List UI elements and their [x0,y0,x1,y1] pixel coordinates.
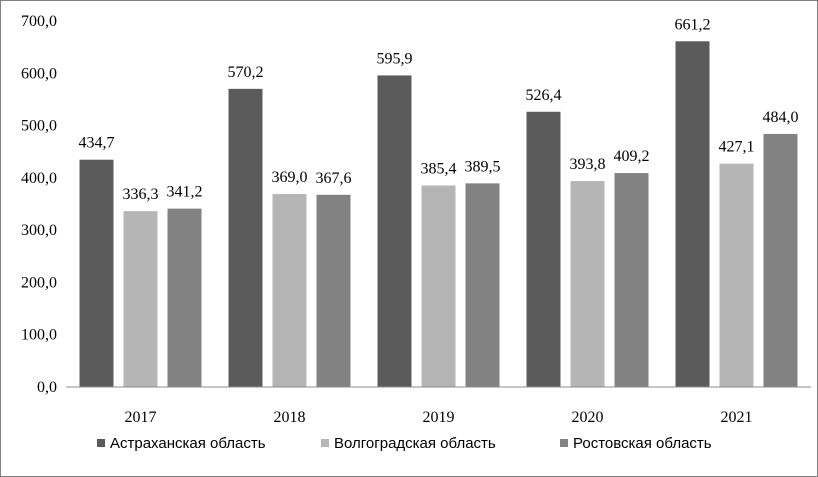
data-label: 595,9 [377,50,413,67]
x-tick-label: 2021 [721,409,753,426]
bar [123,211,158,387]
data-label: 427,1 [719,139,755,156]
data-label: 434,7 [79,135,115,152]
data-label: 389,5 [465,158,501,175]
x-tick-label: 2018 [274,409,306,426]
legend-label: Ростовская область [573,435,712,452]
bar [79,159,114,387]
bar [719,163,754,387]
data-label: 367,6 [316,170,352,187]
data-label: 393,8 [570,156,606,173]
bar [526,111,561,387]
data-label: 570,2 [228,64,264,81]
bar [570,181,605,387]
x-tick-label: 2017 [125,409,157,426]
y-tick-label: 500,0 [21,118,57,135]
legend-swatch [560,439,568,447]
data-label: 484,0 [763,109,799,126]
bar [421,185,456,387]
bars-group [79,41,798,388]
data-label: 385,4 [421,160,457,177]
legend-swatch [97,439,105,447]
x-axis: 2017 2018 2019 2020 2021 [66,386,811,426]
data-label: 369,0 [272,169,308,186]
y-tick-label: 0,0 [37,379,57,396]
bar [272,194,307,387]
y-axis: 0,0 100,0 200,0 300,0 400,0 500,0 600,0 700,0 [21,13,57,396]
bar [675,41,710,387]
y-tick-label: 700,0 [21,13,57,30]
bar [465,183,500,387]
x-tick-label: 2020 [572,409,604,426]
legend-swatch [321,439,329,447]
y-tick-label: 600,0 [21,65,57,82]
legend: Астраханская область Волгоградская област… [97,435,712,452]
data-label: 661,2 [675,16,711,33]
data-label: 409,2 [614,148,650,165]
data-label: 336,3 [123,186,159,203]
y-tick-label: 100,0 [21,327,57,344]
x-tick-label: 2019 [423,409,455,426]
y-tick-label: 200,0 [21,274,57,291]
bar [614,173,649,387]
data-labels-group: 434,7 336,3 341,2 570,2 369,0 367,6 595,9 385,4… [79,16,799,203]
bar [316,194,351,387]
bar [228,88,263,388]
bar [167,208,202,387]
legend-label: Астраханская область [110,435,266,452]
y-tick-label: 400,0 [21,170,57,187]
bar [377,75,412,387]
legend-label: Волгоградская область [334,435,496,452]
bar [763,133,798,387]
data-label: 341,2 [167,184,203,201]
y-tick-label: 300,0 [21,222,57,239]
data-label: 526,4 [526,87,562,104]
